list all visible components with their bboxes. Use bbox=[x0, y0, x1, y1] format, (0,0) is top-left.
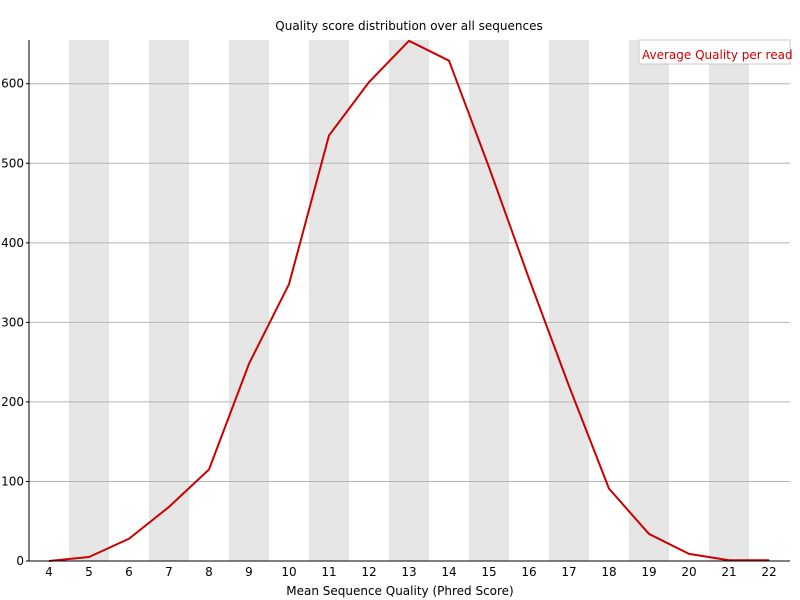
x-tick-label: 4 bbox=[45, 565, 53, 579]
data-point bbox=[768, 559, 770, 561]
legend-entry: Average Quality per read bbox=[642, 48, 793, 62]
data-point bbox=[328, 134, 330, 136]
x-ticks: 4 5 6 7 8 9 10 11 12 13 14 15 16 17 18 19 20 21 22 bbox=[45, 565, 776, 579]
data-point bbox=[648, 533, 650, 535]
x-tick-label: 10 bbox=[281, 565, 296, 579]
x-tick-label: 21 bbox=[721, 565, 736, 579]
x-tick-label: 11 bbox=[321, 565, 336, 579]
x-tick-label: 8 bbox=[205, 565, 213, 579]
data-point bbox=[128, 538, 130, 540]
y-tick-label: 600 bbox=[1, 77, 24, 91]
x-tick-label: 16 bbox=[521, 565, 536, 579]
x-tick-label: 14 bbox=[441, 565, 456, 579]
y-ticks: 0 100 200 300 400 500 600 bbox=[1, 77, 29, 568]
data-point bbox=[248, 363, 250, 365]
data-point bbox=[688, 553, 690, 555]
chart-title: Quality score distribution over all sequ… bbox=[275, 19, 542, 33]
y-tick-label: 0 bbox=[16, 554, 24, 568]
band bbox=[229, 40, 269, 561]
x-tick-label: 17 bbox=[561, 565, 576, 579]
x-tick-label: 6 bbox=[125, 565, 133, 579]
legend-box bbox=[638, 39, 791, 65]
x-tick-label: 19 bbox=[641, 565, 656, 579]
x-tick-label: 7 bbox=[165, 565, 173, 579]
y-tick-label: 100 bbox=[1, 474, 24, 488]
x-axis-label: Mean Sequence Quality (Phred Score) bbox=[286, 584, 514, 598]
band bbox=[629, 40, 669, 561]
data-point bbox=[528, 278, 530, 280]
band bbox=[69, 40, 109, 561]
band bbox=[149, 40, 189, 561]
legend: Average Quality per read bbox=[638, 39, 793, 65]
y-tick-label: 200 bbox=[1, 395, 24, 409]
data-point bbox=[408, 40, 410, 42]
x-tick-label: 15 bbox=[481, 565, 496, 579]
data-point bbox=[208, 469, 210, 471]
data-point bbox=[728, 559, 730, 561]
gridlines bbox=[29, 83, 790, 482]
data-point bbox=[568, 385, 570, 387]
band bbox=[549, 40, 589, 561]
data-point bbox=[608, 488, 610, 490]
data-point bbox=[288, 283, 290, 285]
x-tick-label: 5 bbox=[85, 565, 93, 579]
axes bbox=[28, 40, 790, 562]
x-tick-label: 22 bbox=[761, 565, 776, 579]
x-tick-label: 12 bbox=[361, 565, 376, 579]
band bbox=[709, 40, 749, 561]
band bbox=[309, 40, 349, 561]
x-tick-label: 13 bbox=[401, 565, 416, 579]
background-bands bbox=[69, 40, 749, 561]
data-point bbox=[168, 506, 170, 508]
band bbox=[389, 40, 429, 561]
data-point bbox=[448, 60, 450, 62]
data-point bbox=[368, 81, 370, 83]
y-tick-label: 300 bbox=[1, 315, 24, 329]
x-tick-label: 18 bbox=[601, 565, 616, 579]
data-point bbox=[488, 166, 490, 168]
x-tick-label: 9 bbox=[245, 565, 253, 579]
y-tick-label: 500 bbox=[1, 156, 24, 170]
data-point bbox=[88, 556, 90, 558]
x-tick-label: 20 bbox=[681, 565, 696, 579]
y-tick-label: 400 bbox=[1, 236, 24, 250]
band bbox=[469, 40, 509, 561]
